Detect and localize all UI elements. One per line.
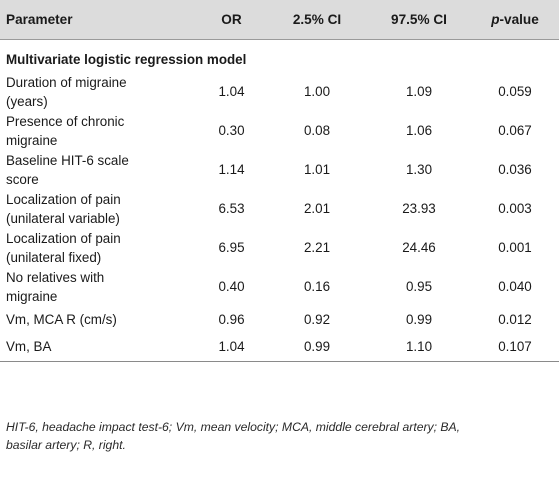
- row-parameter: Baseline HIT-6 scale score: [0, 150, 196, 189]
- row-p-value: 0.036: [498, 162, 532, 177]
- header-p-rest: -value: [499, 11, 539, 27]
- row-p-value: 0.040: [498, 279, 532, 294]
- header-row: Parameter OR 2.5% CI 97.5% CI p-value: [0, 0, 559, 39]
- row-ci-high: 24.46: [402, 240, 436, 255]
- footnote-line1: HIT-6, headache impact test-6; Vm, mean …: [6, 420, 461, 434]
- row-p-value: 0.003: [498, 201, 532, 216]
- row-parameter-line1: Localization of pain: [6, 230, 121, 246]
- row-parameter-line1: Duration of migraine: [6, 74, 127, 90]
- row-ci-low: 1.00: [303, 84, 331, 99]
- row-ci-high: 1.30: [405, 162, 433, 177]
- header-ci-low: 2.5% CI: [292, 11, 342, 27]
- row-ci-high: 1.10: [405, 339, 433, 355]
- row-ci-low: 2.21: [303, 240, 331, 255]
- row-ci-high: 0.99: [405, 312, 433, 327]
- row-parameter-line1: Localization of pain: [6, 191, 121, 207]
- row-ci-low: 0.16: [303, 279, 331, 294]
- row-p-value: 0.107: [498, 339, 532, 355]
- row-parameter: Vm, MCA R (cm/s): [6, 312, 117, 327]
- table-row: Vm, MCA R (cm/s) 0.96 0.92 0.99 0.012: [0, 306, 559, 333]
- section-title: Multivariate logistic regression model: [6, 52, 247, 68]
- table-row: Baseline HIT-6 scale score 1.14 1.01 1.30…: [0, 150, 559, 189]
- row-ci-high: 23.93: [402, 201, 436, 216]
- row-parameter-line2: (unilateral variable): [6, 210, 120, 226]
- regression-table: Parameter OR 2.5% CI 97.5% CI p-value Mu…: [0, 0, 559, 361]
- footnote-line2: basilar artery; R, right.: [6, 438, 126, 452]
- row-parameter-line1: Presence of chronic: [6, 113, 125, 129]
- row-parameter-line2: (unilateral fixed): [6, 249, 102, 265]
- row-parameter-line2: migraine: [6, 288, 58, 304]
- table-row: Vm, BA 1.04 0.99 1.10 0.107: [0, 333, 559, 361]
- row-parameter-line2: migraine: [6, 132, 58, 148]
- header-ci-high: 97.5% CI: [391, 11, 447, 27]
- row-p-value: 0.012: [498, 312, 532, 327]
- row-parameter: Vm, BA: [6, 339, 52, 355]
- table-header: Parameter OR 2.5% CI 97.5% CI p-value: [0, 0, 559, 39]
- row-or: 0.96: [218, 312, 245, 327]
- table-row: Localization of pain (unilateral fixed) 6…: [0, 228, 559, 267]
- row-parameter-line1: No relatives with: [6, 269, 105, 285]
- row-or: 0.30: [218, 123, 245, 138]
- row-or: 6.95: [218, 240, 245, 255]
- row-ci-high: 0.95: [405, 279, 433, 294]
- row-ci-low: 1.01: [303, 162, 331, 177]
- header-or: OR: [221, 11, 242, 27]
- row-parameter-line2: score: [6, 171, 39, 187]
- row-or: 1.14: [218, 162, 245, 177]
- row-ci-low: 2.01: [303, 201, 331, 216]
- section-row: Multivariate logistic regression model: [0, 39, 559, 72]
- row-ci-low: 0.92: [303, 312, 331, 327]
- table-footnote: HIT-6, headache impact test-6; Vm, mean …: [6, 418, 554, 454]
- table-row: Localization of pain (unilateral variable…: [0, 189, 559, 228]
- row-or: 0.40: [218, 279, 245, 294]
- row-or: 6.53: [218, 201, 245, 216]
- row-p-value: 0.067: [498, 123, 532, 138]
- row-parameter: Localization of pain (unilateral fixed): [0, 228, 196, 267]
- table-body: Multivariate logistic regression model D…: [0, 39, 559, 361]
- table-row: No relatives with migraine 0.40 0.16 0.95…: [0, 267, 559, 306]
- row-p-value: 0.001: [498, 240, 532, 255]
- row-or: 1.04: [218, 84, 245, 99]
- row-parameter-line2: (years): [6, 93, 48, 109]
- row-ci-high: 1.09: [405, 84, 433, 99]
- table-row: Presence of chronic migraine 0.30 0.08 1.…: [0, 111, 559, 150]
- row-parameter: No relatives with migraine: [0, 267, 196, 306]
- row-p-value: 0.059: [498, 84, 532, 99]
- row-parameter: Presence of chronic migraine: [0, 111, 196, 150]
- header-p-italic: p: [491, 11, 500, 27]
- header-parameter: Parameter: [6, 11, 73, 27]
- row-ci-low: 0.99: [303, 339, 331, 355]
- row-or: 1.04: [218, 339, 245, 355]
- row-parameter: Localization of pain (unilateral variable…: [0, 189, 196, 228]
- row-parameter: Duration of migraine (years): [0, 72, 196, 111]
- row-ci-high: 1.06: [405, 123, 433, 138]
- row-parameter-line1: Baseline HIT-6 scale: [6, 152, 129, 168]
- row-ci-low: 0.08: [303, 123, 331, 138]
- table-row: Duration of migraine (years) 1.04 1.00 1.…: [0, 72, 559, 111]
- header-p-value: p-value: [471, 0, 559, 39]
